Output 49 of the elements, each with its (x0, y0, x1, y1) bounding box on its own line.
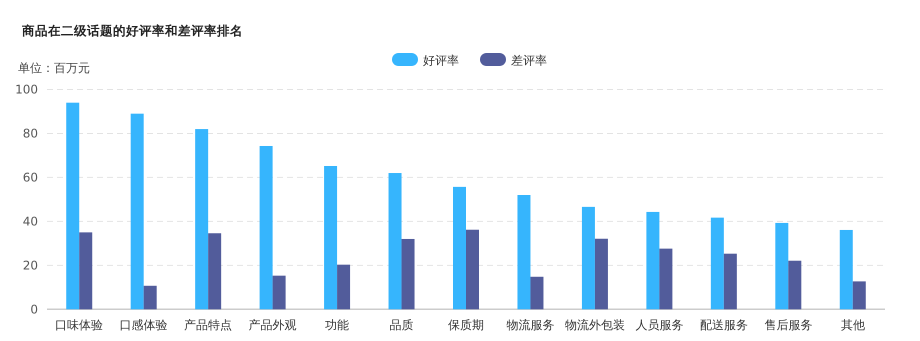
bar (388, 173, 402, 310)
bar (453, 186, 466, 310)
x-tick-label: 产品特点 (184, 318, 232, 332)
x-tick-label: 人员服务 (635, 318, 684, 332)
bar (710, 218, 724, 310)
bar (260, 146, 273, 310)
bar (646, 212, 660, 310)
x-tick-label: 口感体验 (120, 318, 168, 332)
bar (402, 238, 415, 310)
bar (852, 281, 866, 310)
x-tick-label: 其他 (840, 318, 865, 332)
y-tick-label: 100 (15, 82, 38, 96)
x-tick-label: 物流服务 (506, 318, 554, 332)
bar (517, 195, 530, 310)
x-tick-label: 物流外包装 (564, 318, 625, 332)
bar (208, 233, 222, 310)
chart-title: 商品在二级话题的好评率和差评率排名 (21, 23, 243, 38)
bar (788, 260, 802, 310)
bar (466, 230, 479, 310)
x-tick-label: 产品外观 (248, 318, 297, 332)
bar (775, 222, 788, 310)
bar (66, 102, 80, 310)
y-tick-label: 60 (22, 170, 38, 184)
x-tick-label: 售后服务 (764, 318, 812, 332)
bar (324, 166, 338, 310)
bar (144, 286, 157, 310)
bar (337, 264, 350, 310)
bar (582, 206, 595, 310)
x-tick-label: 品质 (390, 318, 414, 332)
x-tick-label: 口味体验 (55, 318, 104, 332)
y-tick-label: 80 (22, 126, 38, 140)
bar (594, 238, 608, 310)
bar (659, 248, 672, 310)
y-tick-label: 40 (22, 214, 38, 228)
bar (530, 276, 544, 310)
bar (272, 276, 286, 310)
x-tick-label: 功能 (325, 318, 350, 332)
y-axis-title: 单位：百万元 (18, 61, 90, 75)
y-tick-label: 20 (22, 258, 38, 272)
bar (195, 129, 208, 310)
bar (79, 232, 92, 310)
legend-label: 好评率 (423, 54, 459, 68)
bar (724, 254, 737, 310)
x-tick-label: 保质期 (448, 318, 484, 332)
x-tick-label: 配送服务 (700, 318, 748, 332)
bar (130, 114, 144, 310)
y-tick-label: 0 (30, 302, 38, 316)
bar (840, 230, 853, 310)
legend-label: 差评率 (511, 54, 547, 68)
